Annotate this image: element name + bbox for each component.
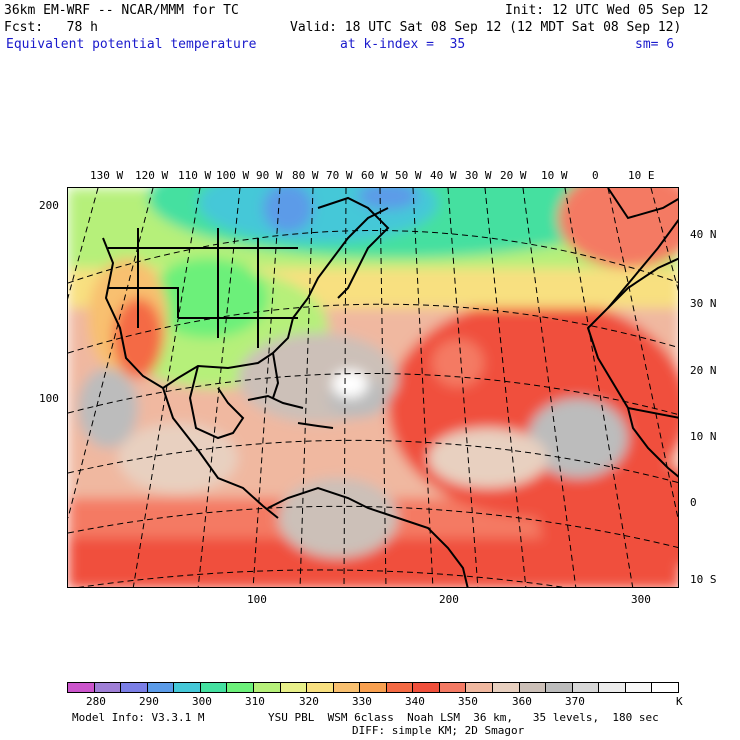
smoothing-label: sm= 6 — [635, 37, 675, 52]
colorbar-segment — [386, 683, 414, 692]
forecast-hour: Fcst: 78 h — [4, 20, 98, 35]
colorbar-segment — [280, 683, 308, 692]
lon-label: 30 W — [465, 169, 492, 182]
lon-label: 20 W — [500, 169, 527, 182]
lon-label: 40 W — [430, 169, 457, 182]
colorbar-segment — [625, 683, 653, 692]
colorbar-segment — [519, 683, 547, 692]
lat-label: 10 N — [690, 430, 717, 443]
colorbar-segment — [307, 683, 334, 692]
colorbar-tick-label: 310 — [245, 695, 265, 708]
lon-label: 120 W — [135, 169, 169, 182]
lon-label: 10 E — [628, 169, 655, 182]
lat-label: 0 — [690, 496, 697, 509]
lon-label: 10 W — [541, 169, 568, 182]
lon-label: 130 W — [90, 169, 124, 182]
colorbar-segment — [68, 683, 95, 692]
grid-x-label: 300 — [631, 593, 651, 606]
colorbar-segment — [333, 683, 361, 692]
grid-x-label: 200 — [439, 593, 459, 606]
lat-label: 30 N — [690, 297, 717, 310]
lon-label: 60 W — [361, 169, 388, 182]
theta-e-map — [68, 188, 678, 587]
colorbar-segment — [94, 683, 122, 692]
lon-label: 70 W — [326, 169, 353, 182]
lon-label: 110 W — [178, 169, 212, 182]
lat-label: 40 N — [690, 228, 717, 241]
colorbar-segment — [200, 683, 228, 692]
colorbar-segment — [121, 683, 148, 692]
diffusion-info: DIFF: simple KM; 2D Smagor — [352, 724, 525, 737]
lon-label: 100 W — [216, 169, 250, 182]
field-name: Equivalent potential temperature — [6, 37, 257, 52]
theta-e-field — [68, 188, 678, 587]
colorbar-segment — [360, 683, 387, 692]
coastlines — [102, 188, 678, 587]
lon-label: 0 — [592, 169, 599, 182]
model-info: Model Info: V3.3.1 M — [72, 711, 205, 724]
colorbar-segment — [147, 683, 175, 692]
colorbar-tick-label: 340 — [405, 695, 425, 708]
colorbar-segment — [413, 683, 440, 692]
physics-info: YSU PBL WSM 6class Noah LSM 36 km, 35 le… — [268, 711, 659, 724]
lon-label: 50 W — [395, 169, 422, 182]
lon-label: 80 W — [292, 169, 319, 182]
colorbar-segment — [466, 683, 493, 692]
colorbar-segment — [439, 683, 467, 692]
map-panel — [67, 187, 679, 588]
colorbar-segment — [227, 683, 254, 692]
colorbar — [67, 682, 679, 693]
colorbar-unit: K — [676, 695, 683, 708]
colorbar-segment — [599, 683, 626, 692]
init-time: Init: 12 UTC Wed 05 Sep 12 — [505, 3, 709, 18]
colorbar-tick-label: 370 — [565, 695, 585, 708]
colorbar-segment — [493, 683, 520, 692]
colorbar-segment — [174, 683, 201, 692]
model-title: 36km EM-WRF -- NCAR/MMM for TC — [4, 3, 239, 18]
colorbar-tick-label: 280 — [86, 695, 106, 708]
latlon-grid — [68, 188, 678, 587]
colorbar-tick-label: 290 — [139, 695, 159, 708]
colorbar-tick-label: 300 — [192, 695, 212, 708]
colorbar-tick-label: 360 — [512, 695, 532, 708]
colorbar-segment — [572, 683, 600, 692]
grid-y-label: 200 — [39, 199, 59, 212]
grid-x-label: 100 — [247, 593, 267, 606]
lat-label: 10 S — [690, 573, 717, 586]
colorbar-tick-label: 330 — [352, 695, 372, 708]
colorbar-segment — [253, 683, 281, 692]
valid-time: Valid: 18 UTC Sat 08 Sep 12 (12 MDT Sat … — [290, 20, 682, 35]
colorbar-tick-label: 320 — [299, 695, 319, 708]
colorbar-tick-label: 350 — [458, 695, 478, 708]
grid-y-label: 100 — [39, 392, 59, 405]
colorbar-segment — [546, 683, 573, 692]
lat-label: 20 N — [690, 364, 717, 377]
lon-label: 90 W — [256, 169, 283, 182]
colorbar-segment — [652, 683, 678, 692]
level-label: at k-index = 35 — [340, 37, 466, 52]
